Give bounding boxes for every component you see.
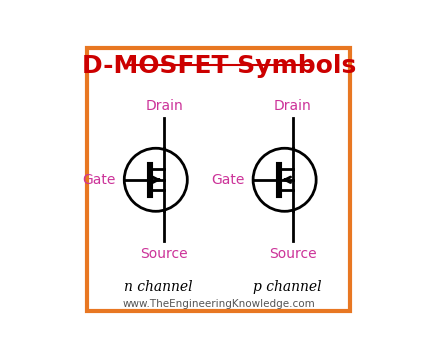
Text: Source: Source	[268, 247, 316, 261]
Text: Source: Source	[140, 247, 187, 261]
Text: Gate: Gate	[211, 173, 244, 187]
Text: Gate: Gate	[83, 173, 116, 187]
Text: p channel: p channel	[253, 280, 321, 294]
Text: Drain: Drain	[145, 99, 182, 112]
Text: n channel: n channel	[124, 280, 193, 294]
Text: Drain: Drain	[273, 99, 311, 112]
Text: D-MOSFET Symbols: D-MOSFET Symbols	[81, 54, 355, 78]
Text: www.TheEngineeringKnowledge.com: www.TheEngineeringKnowledge.com	[122, 299, 314, 309]
